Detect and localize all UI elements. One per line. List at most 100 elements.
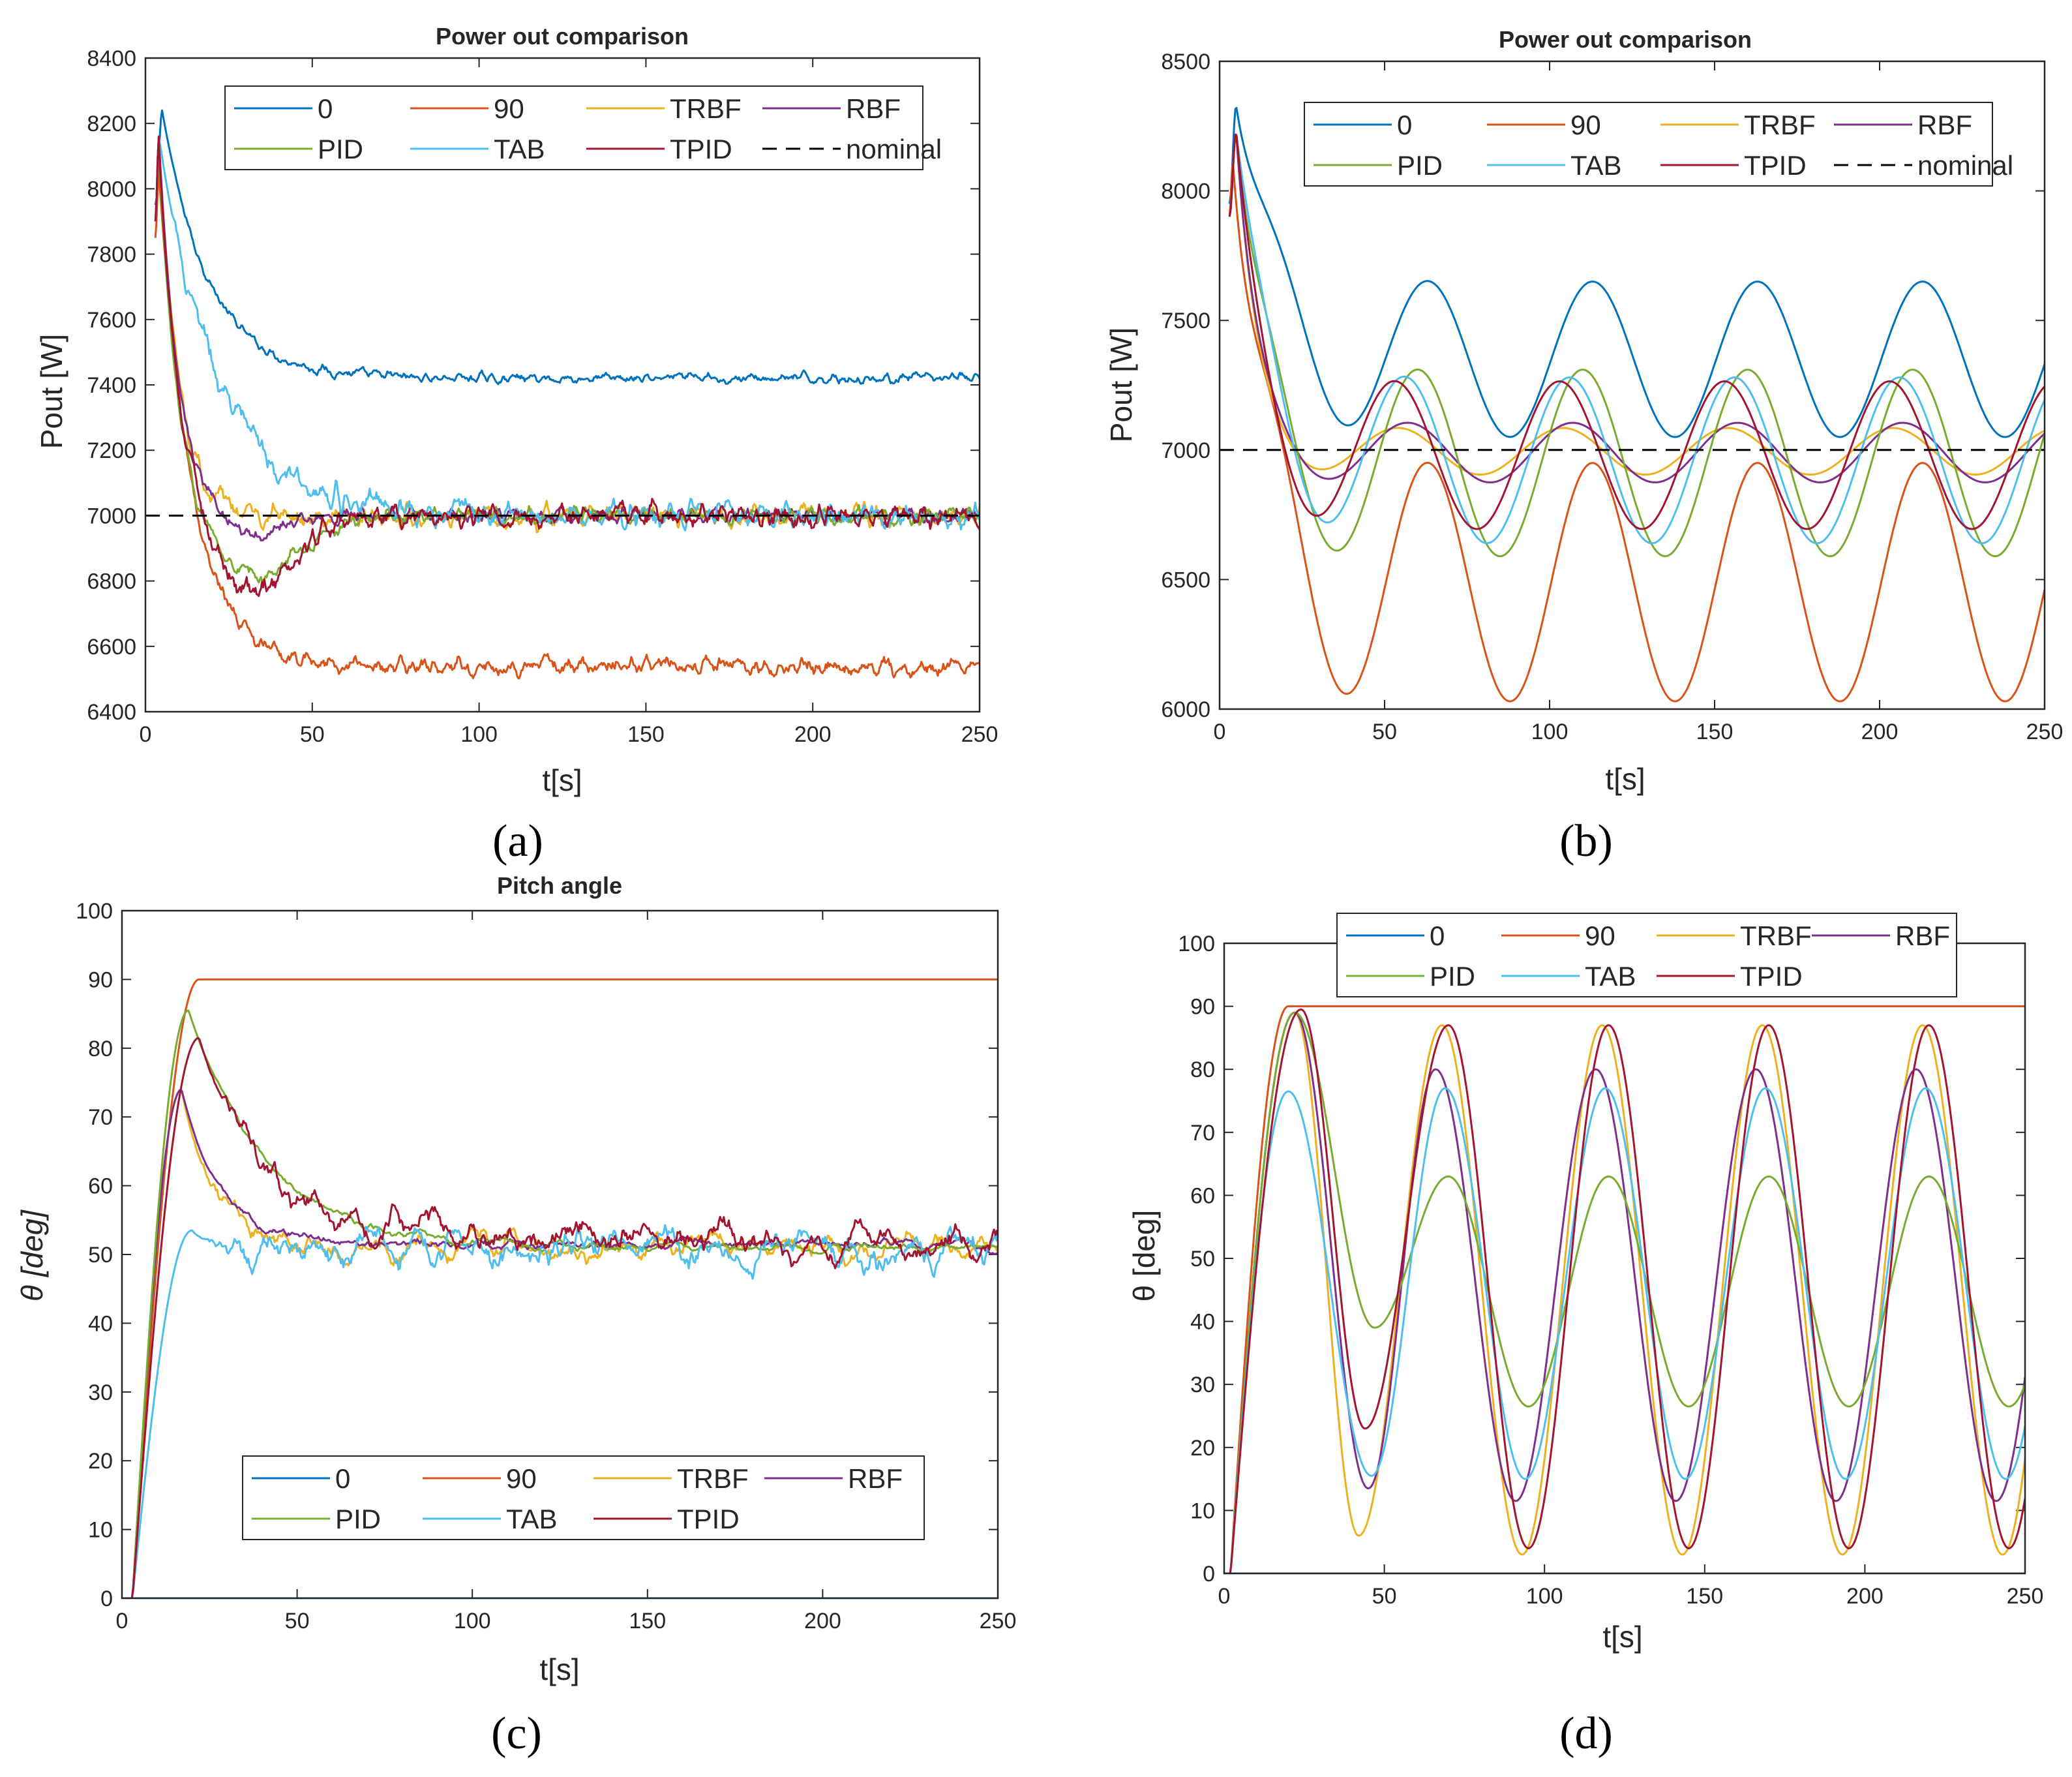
panel-label-c: (c) <box>491 1709 542 1759</box>
series-line-TPID <box>1224 1008 2025 1573</box>
y-tick-label: 40 <box>88 1311 113 1336</box>
legend-item-90: 90 <box>423 1463 537 1494</box>
legend-label: TAB <box>1585 961 1636 992</box>
series-line-90 <box>122 978 998 1598</box>
axes-frame-a <box>144 57 981 713</box>
x-tick-label: 100 <box>454 1609 491 1633</box>
y-axis-label-b: Pout [W] <box>1104 327 1138 442</box>
series-line-90 <box>1228 161 2045 703</box>
axes-frame-b <box>1218 60 2046 710</box>
y-tick-label: 8000 <box>1161 179 1210 204</box>
y-tick-label: 8400 <box>87 46 136 71</box>
series-line-PID <box>1228 133 2045 558</box>
chart-title-b: Power out comparison <box>1499 26 1752 53</box>
x-tick-label: 0 <box>1214 720 1226 744</box>
legend-item-90: 90 <box>1501 920 1615 951</box>
legend-label: TPID <box>1740 961 1803 992</box>
legend-label: 90 <box>1585 920 1615 951</box>
legend-label: RBF <box>848 1463 903 1494</box>
y-tick-label: 40 <box>1190 1310 1215 1335</box>
x-axis-label-a: t[s] <box>542 763 582 797</box>
series-line-TRBF <box>154 135 980 534</box>
legend-label: TRBF <box>670 93 742 124</box>
x-tick-label: 100 <box>1526 1584 1563 1609</box>
legend-box <box>1304 102 1993 187</box>
legend-label: TRBF <box>1744 110 1816 140</box>
y-tick-label: 30 <box>1190 1373 1215 1397</box>
legend-item-TAB: TAB <box>1501 961 1636 992</box>
legend-item-TPID: TPID <box>1657 961 1803 992</box>
x-tick-label: 150 <box>629 1609 666 1633</box>
x-tick-label: 200 <box>804 1609 841 1633</box>
x-tick-label: 50 <box>285 1609 310 1633</box>
y-tick-label: 60 <box>88 1174 113 1199</box>
legend-label: TPID <box>670 134 732 164</box>
series-line-90 <box>1224 1005 2025 1573</box>
series-line-TAB <box>1224 1087 2025 1573</box>
x-tick-label: 0 <box>140 722 152 747</box>
legend-item-PID: PID <box>1314 150 1443 181</box>
plot-area-c <box>122 978 998 1598</box>
series-line-TPID <box>122 1037 998 1598</box>
x-tick-label: 0 <box>116 1609 128 1633</box>
y-tick-label: 7800 <box>87 243 136 267</box>
legend-label: TPID <box>677 1504 740 1534</box>
legend-a: 0 90 TRBF RBF PID TAB TPID nominal <box>224 85 942 170</box>
legend-item-TPID: TPID <box>586 134 732 164</box>
legend-item-90: 90 <box>410 93 524 124</box>
legend-box <box>242 1455 925 1540</box>
legend-box <box>224 85 923 170</box>
legend-item-TRBF: TRBF <box>586 93 742 124</box>
legend-b: 0 90 TRBF RBF PID TAB TPID nominal <box>1304 102 2013 187</box>
legend-label: nominal <box>846 134 942 164</box>
plot-area-d <box>1224 1005 2025 1573</box>
y-tick-label: 10 <box>88 1518 113 1543</box>
y-axis-label-a: Pout [W] <box>35 334 68 449</box>
y-tick-label: 8200 <box>87 112 136 136</box>
legend-label: TRBF <box>677 1463 749 1494</box>
y-tick-label: 7200 <box>87 438 136 463</box>
series-line-RBF <box>1228 133 2045 483</box>
legend-item-TAB: TAB <box>423 1504 558 1534</box>
legend-item-PID: PID <box>234 134 363 164</box>
y-tick-label: 7000 <box>1161 438 1210 463</box>
legend-label: TRBF <box>1740 920 1812 951</box>
y-tick-label: 100 <box>76 899 113 924</box>
x-ticks-c: 0 50 100 150 200 250 <box>116 911 1016 1633</box>
series-line-TRBF <box>1224 1011 2025 1573</box>
panel-b: Power out comparison 6000 6500 7000 7500 800… <box>1104 26 2063 866</box>
y-tick-label: 7500 <box>1161 309 1210 333</box>
y-tick-label: 6400 <box>87 700 136 725</box>
legend-label: PID <box>335 1504 381 1534</box>
series-line-0 <box>1228 106 2045 438</box>
y-tick-label: 6000 <box>1161 697 1210 722</box>
y-tick-label: 50 <box>88 1243 113 1268</box>
legend-item-TAB: TAB <box>410 134 545 164</box>
legend-label: RBF <box>846 93 901 124</box>
y-tick-label: 20 <box>1190 1436 1215 1461</box>
legend-label: 0 <box>1430 920 1445 951</box>
legend-d: 0 90 TRBF RBF PID TAB TPID <box>1336 913 1957 997</box>
x-axis-label-b: t[s] <box>1605 762 1645 796</box>
x-tick-label: 50 <box>1372 1584 1397 1609</box>
y-tick-label: 10 <box>1190 1498 1215 1523</box>
panel-label-a: (a) <box>492 816 543 866</box>
legend-item-PID: PID <box>1346 961 1475 992</box>
y-tick-label: 90 <box>1190 995 1215 1020</box>
legend-item-RBF: RBF <box>762 93 901 124</box>
legend-label: nominal <box>1917 150 2013 181</box>
series-line-TAB <box>1228 133 2045 545</box>
series-line-TPID <box>154 135 980 598</box>
legend-label: RBF <box>1917 110 1972 140</box>
y-axis-label-c: θ [deg] <box>15 1209 49 1301</box>
legend-item-0: 0 <box>1346 920 1445 951</box>
legend-label: TAB <box>494 134 545 164</box>
legend-label: RBF <box>1895 920 1950 951</box>
x-tick-label: 150 <box>627 722 665 747</box>
y-tick-label: 60 <box>1190 1183 1215 1208</box>
chart-title-c: Pitch angle <box>497 872 622 899</box>
x-tick-label: 50 <box>1372 720 1397 744</box>
y-tick-label: 70 <box>1190 1121 1215 1146</box>
plot-area-a <box>145 109 980 680</box>
